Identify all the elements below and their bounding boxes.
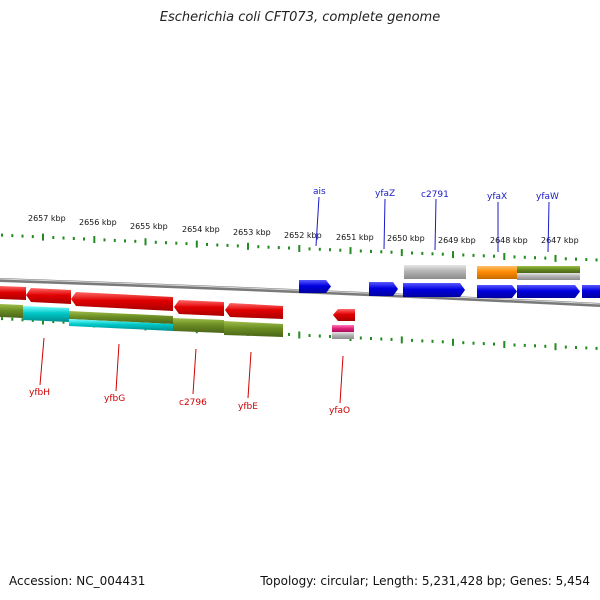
leader-yfbG <box>115 343 120 392</box>
gene-label-yfaW[interactable]: yfaW <box>536 192 559 202</box>
ruler-label: 2653 kbp <box>233 228 271 237</box>
annotation-band-olive-yfbE[interactable] <box>224 321 283 337</box>
ruler-label: 2651 kbp <box>336 233 374 242</box>
genome-title: Escherichia coli CFT073, complete genome <box>159 10 441 25</box>
leader-yfbE <box>247 351 252 399</box>
forward-strand-genes <box>299 265 600 298</box>
ruler-label: 2654 kbp <box>182 225 220 234</box>
annotation-band-olive-yfbG[interactable] <box>69 311 173 324</box>
gene-yfaW[interactable] <box>517 285 580 298</box>
annotation-band-olive-c2796[interactable] <box>173 318 224 333</box>
ruler-label: 2657 kbp <box>28 214 66 223</box>
leader-ais <box>315 196 320 247</box>
leader-yfbH <box>39 337 45 386</box>
gene-yfaO[interactable] <box>333 309 355 321</box>
leader-yfaO <box>339 355 344 404</box>
ruler-label: 2656 kbp <box>79 218 117 227</box>
gene-label-leaders <box>39 196 550 404</box>
reverse-strand-genes <box>0 286 355 321</box>
annotation-band-cyan-yfbH[interactable] <box>23 306 69 322</box>
gene-c2791[interactable] <box>403 283 465 297</box>
leader-yfaZ <box>383 198 386 250</box>
ruler-label: 2655 kbp <box>130 222 168 231</box>
gene-yfbE[interactable] <box>225 303 283 319</box>
gene-ais[interactable] <box>299 280 331 293</box>
annotation-band-cyan-yfbG[interactable] <box>69 319 173 331</box>
ruler-label: 2648 kbp <box>490 236 528 245</box>
ruler-label: 2649 kbp <box>438 236 476 245</box>
annotation-band-olive-left[interactable] <box>0 304 23 318</box>
gene-yfaW-cog[interactable] <box>517 266 580 273</box>
gene-label-yfbH[interactable]: yfbH <box>29 388 50 398</box>
ruler-ticks-top <box>1 233 598 262</box>
annotation-band-grey-yfaO[interactable] <box>332 332 354 339</box>
accession-text: Accession: NC_004431 <box>9 574 146 588</box>
gene-edge[interactable] <box>582 285 600 298</box>
gene-partial-left[interactable] <box>0 286 26 300</box>
leader-yfaW <box>547 201 550 253</box>
gene-label-ais[interactable]: ais <box>313 187 326 197</box>
ruler-label: 2650 kbp <box>387 234 425 243</box>
gene-label-c2791[interactable]: c2791 <box>421 190 449 200</box>
gene-yfaW-pseudo[interactable] <box>517 273 580 280</box>
gene-label-yfaX[interactable]: yfaX <box>487 192 507 202</box>
gene-yfaZ[interactable] <box>369 282 398 296</box>
gene-label-c2796[interactable]: c2796 <box>179 398 207 408</box>
gene-yfaX[interactable] <box>477 285 517 298</box>
gene-c2796[interactable] <box>174 300 224 316</box>
gene-yfbH[interactable] <box>26 288 71 304</box>
ruler-label: 2647 kbp <box>541 236 579 245</box>
reverse-strand-annotations <box>0 304 354 339</box>
gene-c2791-pseudo[interactable] <box>404 265 466 279</box>
gene-yfbG[interactable] <box>71 292 173 311</box>
genome-summary-text: Topology: circular; Length: 5,231,428 bp… <box>260 574 590 588</box>
gene-label-yfaZ[interactable]: yfaZ <box>375 189 395 199</box>
gene-yfaX-cog[interactable] <box>477 266 518 279</box>
leader-c2791 <box>434 198 437 251</box>
gene-label-yfbG[interactable]: yfbG <box>104 394 125 404</box>
ruler-label: 2652 kbp <box>284 231 322 240</box>
leader-c2796 <box>192 348 197 395</box>
gene-label-yfaO[interactable]: yfaO <box>329 406 350 416</box>
annotation-band-pink-yfaO[interactable] <box>332 325 354 332</box>
gene-label-yfbE[interactable]: yfbE <box>238 402 258 412</box>
